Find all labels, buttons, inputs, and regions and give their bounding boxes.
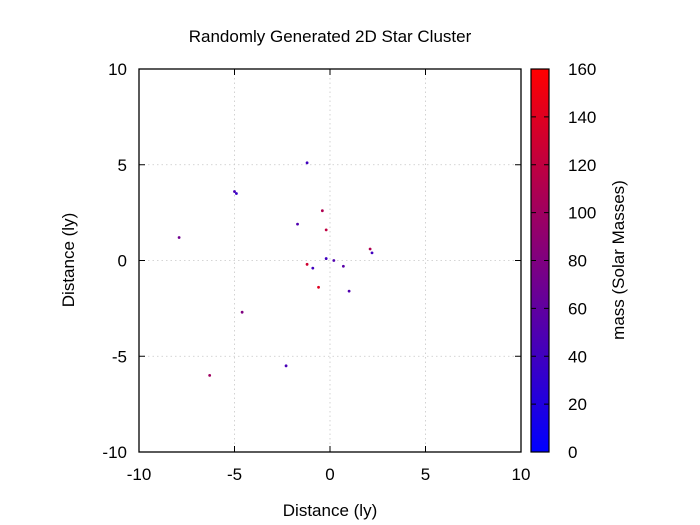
- x-tick-label: 0: [325, 465, 334, 484]
- star-point: [177, 236, 181, 239]
- y-tick-label: 5: [118, 156, 127, 175]
- star-point: [324, 228, 328, 232]
- star-point: [296, 222, 299, 226]
- colorbar-tick-label: 20: [568, 395, 587, 414]
- colorbar-tick-label: 100: [568, 204, 596, 223]
- y-tick-label: -5: [112, 347, 127, 366]
- star-point: [208, 374, 212, 377]
- colorbar-tick-label: 0: [568, 443, 577, 462]
- colorbar-tick-label: 140: [568, 108, 596, 127]
- star-point: [305, 161, 309, 165]
- x-tick-label: -10: [127, 465, 152, 484]
- star-point: [311, 266, 315, 270]
- y-axis-label: Distance (ly): [59, 213, 78, 307]
- grid: [139, 69, 521, 452]
- chart-title: Randomly Generated 2D Star Cluster: [189, 27, 472, 46]
- scatter-points: [177, 161, 374, 377]
- colorbar-tick-label: 60: [568, 299, 587, 318]
- y-axis: -10 -5 0 5 10: [102, 60, 521, 462]
- star-point: [332, 259, 336, 262]
- colorbar-tick-label: 120: [568, 156, 596, 175]
- star-point: [284, 364, 288, 368]
- star-point: [370, 251, 374, 255]
- colorbar-tick-label: 80: [568, 252, 587, 271]
- star-point: [233, 190, 236, 193]
- x-axis: -10 -5 0 5 10: [127, 69, 531, 484]
- colorbar-tick-label: 40: [568, 347, 587, 366]
- star-point: [347, 289, 351, 293]
- y-tick-label: 10: [108, 60, 127, 79]
- y-tick-label: -10: [102, 443, 127, 462]
- star-point: [240, 310, 244, 314]
- x-tick-label: -5: [227, 465, 242, 484]
- star-point: [235, 192, 238, 195]
- x-tick-label: 5: [421, 465, 430, 484]
- x-axis-label: Distance (ly): [283, 501, 377, 520]
- y-tick-label: 0: [118, 252, 127, 271]
- star-point: [305, 262, 309, 266]
- colorbar-axis: 0 20 40 60 80 100 120 140 160: [531, 60, 596, 462]
- star-point: [324, 257, 328, 260]
- star-point: [341, 264, 345, 268]
- star-point: [317, 285, 320, 289]
- colorbar-label: mass (Solar Masses): [609, 180, 628, 340]
- star-point: [320, 209, 324, 213]
- x-tick-label: 10: [512, 465, 531, 484]
- colorbar-tick-label: 160: [568, 60, 596, 79]
- star-point: [368, 247, 372, 251]
